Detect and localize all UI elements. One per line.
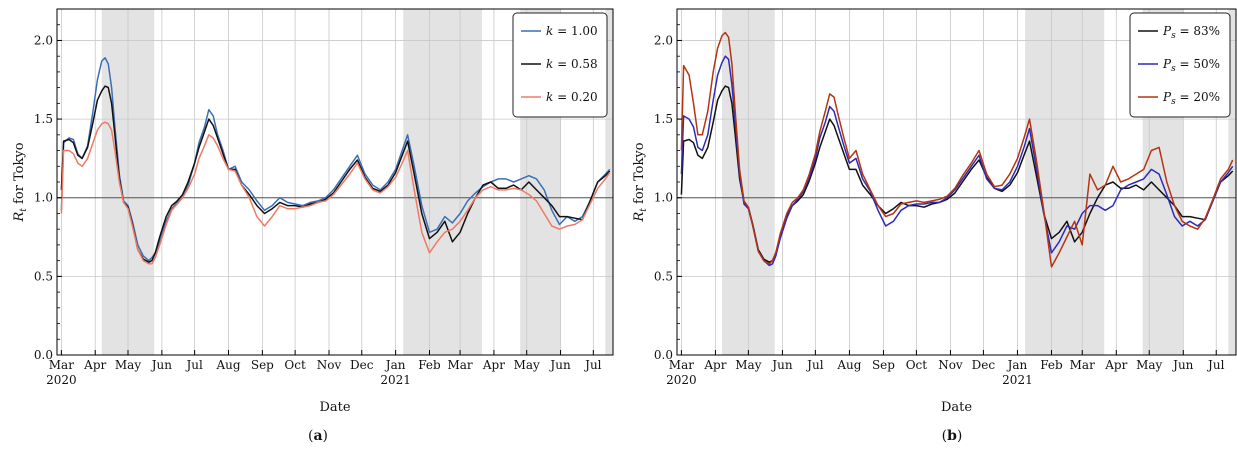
- x-tick-label: Apr: [83, 358, 106, 372]
- legend-val: = 50%: [1176, 57, 1220, 71]
- x-tick-label: Dec: [350, 358, 374, 372]
- x-year-label: 2020: [666, 373, 697, 387]
- y-tick-label: 2.0: [654, 33, 673, 47]
- y-tick-label: 1.0: [34, 191, 53, 205]
- y-tick-label: 1.5: [34, 112, 53, 126]
- x-tick-label: May: [514, 358, 540, 372]
- x-tick-label: Jun: [150, 358, 173, 372]
- x-tick-label: Mar: [1070, 358, 1095, 372]
- x-year-label: 2021: [380, 373, 411, 387]
- x-tick-label: Apr: [1104, 358, 1127, 372]
- x-axis-title: Date: [941, 400, 972, 415]
- x-tick-label: May: [1136, 358, 1162, 372]
- x-tick-label: Mar: [447, 358, 472, 372]
- legend-label: k = 1.00: [546, 24, 598, 38]
- y-tick-label: 0.0: [654, 348, 673, 362]
- y-axis-title-var: R: [12, 212, 27, 223]
- x-tick-label: Jan: [384, 358, 406, 372]
- x-tick-label: Mar: [49, 358, 74, 372]
- x-tick-label: Jun: [548, 358, 571, 372]
- legend-sub: s: [1171, 64, 1176, 74]
- panel-label-letter: a: [313, 428, 322, 444]
- x-tick-label: Dec: [972, 358, 996, 372]
- legend-val: = 83%: [1176, 24, 1220, 38]
- x-year-label: 2021: [1002, 373, 1033, 387]
- x-tick-label: Jul: [1206, 358, 1225, 372]
- x-tick-label: Feb: [1040, 358, 1063, 372]
- panel-label-letter: b: [947, 428, 957, 444]
- y-axis-title-var: R: [632, 212, 647, 223]
- x-tick-label: Oct: [906, 358, 928, 372]
- y-tick-label: 0.5: [654, 269, 673, 283]
- panel-label-open: (: [942, 428, 947, 444]
- x-tick-label: Jun: [1171, 358, 1194, 372]
- x-tick-label: Nov: [938, 358, 963, 372]
- legend-box: [512, 12, 608, 118]
- panel-label-close: ): [323, 428, 328, 444]
- shaded-period: [1228, 9, 1236, 355]
- y-tick-label: 1.0: [654, 191, 673, 205]
- panel-label-open: (: [308, 428, 313, 444]
- x-axis-title: Date: [319, 400, 350, 415]
- legend-val: = 20%: [1176, 90, 1220, 104]
- legend-label: k = 0.20: [546, 90, 598, 104]
- legend-var: P: [1162, 57, 1172, 71]
- x-tick-label: Feb: [418, 358, 441, 372]
- legend: k = 1.00k = 0.58k = 0.20: [512, 12, 608, 118]
- legend-var: P: [1162, 24, 1172, 38]
- panel-label: (a): [308, 428, 328, 444]
- x-tick-label: Jul: [805, 358, 824, 372]
- y-tick-label: 0.5: [34, 269, 53, 283]
- panel-label: (b): [942, 428, 963, 444]
- legend-label: Ps = 83%: [1162, 24, 1220, 41]
- y-axis-title-rest: for Tokyo: [12, 142, 27, 208]
- x-tick-label: Jan: [1006, 358, 1028, 372]
- x-tick-label: Jul: [583, 358, 602, 372]
- series-line-3: [680, 31, 1234, 268]
- x-tick-label: Aug: [836, 358, 861, 372]
- y-axis-title: Rt for Tokyo: [12, 142, 29, 222]
- y-tick-label: 1.5: [654, 112, 673, 126]
- y-tick-label: 2.0: [34, 33, 53, 47]
- legend-var: k: [546, 90, 553, 104]
- legend-sub: s: [1171, 97, 1176, 107]
- legend-val: = 1.00: [553, 24, 597, 38]
- x-year-label: 2020: [46, 373, 77, 387]
- x-tick-label: Aug: [215, 358, 240, 372]
- y-tick-label: 0.0: [34, 348, 53, 362]
- x-tick-label: Sep: [872, 358, 895, 372]
- x-tick-label: Nov: [317, 358, 342, 372]
- legend-label: Ps = 50%: [1162, 57, 1220, 74]
- y-axis-title: Rt for Tokyo: [632, 142, 649, 222]
- legend-var: k: [546, 57, 553, 71]
- y-axis-title-sub: t: [639, 208, 649, 212]
- series-line-3: [60, 121, 611, 265]
- legend-val: = 0.58: [553, 57, 597, 71]
- x-tick-label: Mar: [669, 358, 694, 372]
- legend-label: Ps = 20%: [1162, 90, 1220, 107]
- shaded-period: [605, 9, 613, 355]
- x-tick-label: Apr: [703, 358, 726, 372]
- panel-label-close: ): [957, 428, 962, 444]
- y-axis-title-sub: t: [19, 208, 29, 212]
- legend-box: [1129, 12, 1231, 118]
- x-tick-label: Oct: [284, 358, 306, 372]
- x-tick-label: Jul: [184, 358, 203, 372]
- y-axis-title-rest: for Tokyo: [632, 142, 647, 208]
- legend-var: P: [1162, 90, 1172, 104]
- x-tick-label: May: [735, 358, 761, 372]
- x-tick-label: Sep: [251, 358, 274, 372]
- legend-sub: s: [1171, 31, 1176, 41]
- legend-label: k = 0.58: [546, 57, 598, 71]
- legend-var: k: [546, 24, 553, 38]
- x-tick-label: Apr: [482, 358, 505, 372]
- x-tick-label: Jun: [770, 358, 793, 372]
- x-tick-label: May: [115, 358, 141, 372]
- legend-val: = 0.20: [553, 90, 597, 104]
- legend: Ps = 83%Ps = 50%Ps = 20%: [1129, 12, 1231, 118]
